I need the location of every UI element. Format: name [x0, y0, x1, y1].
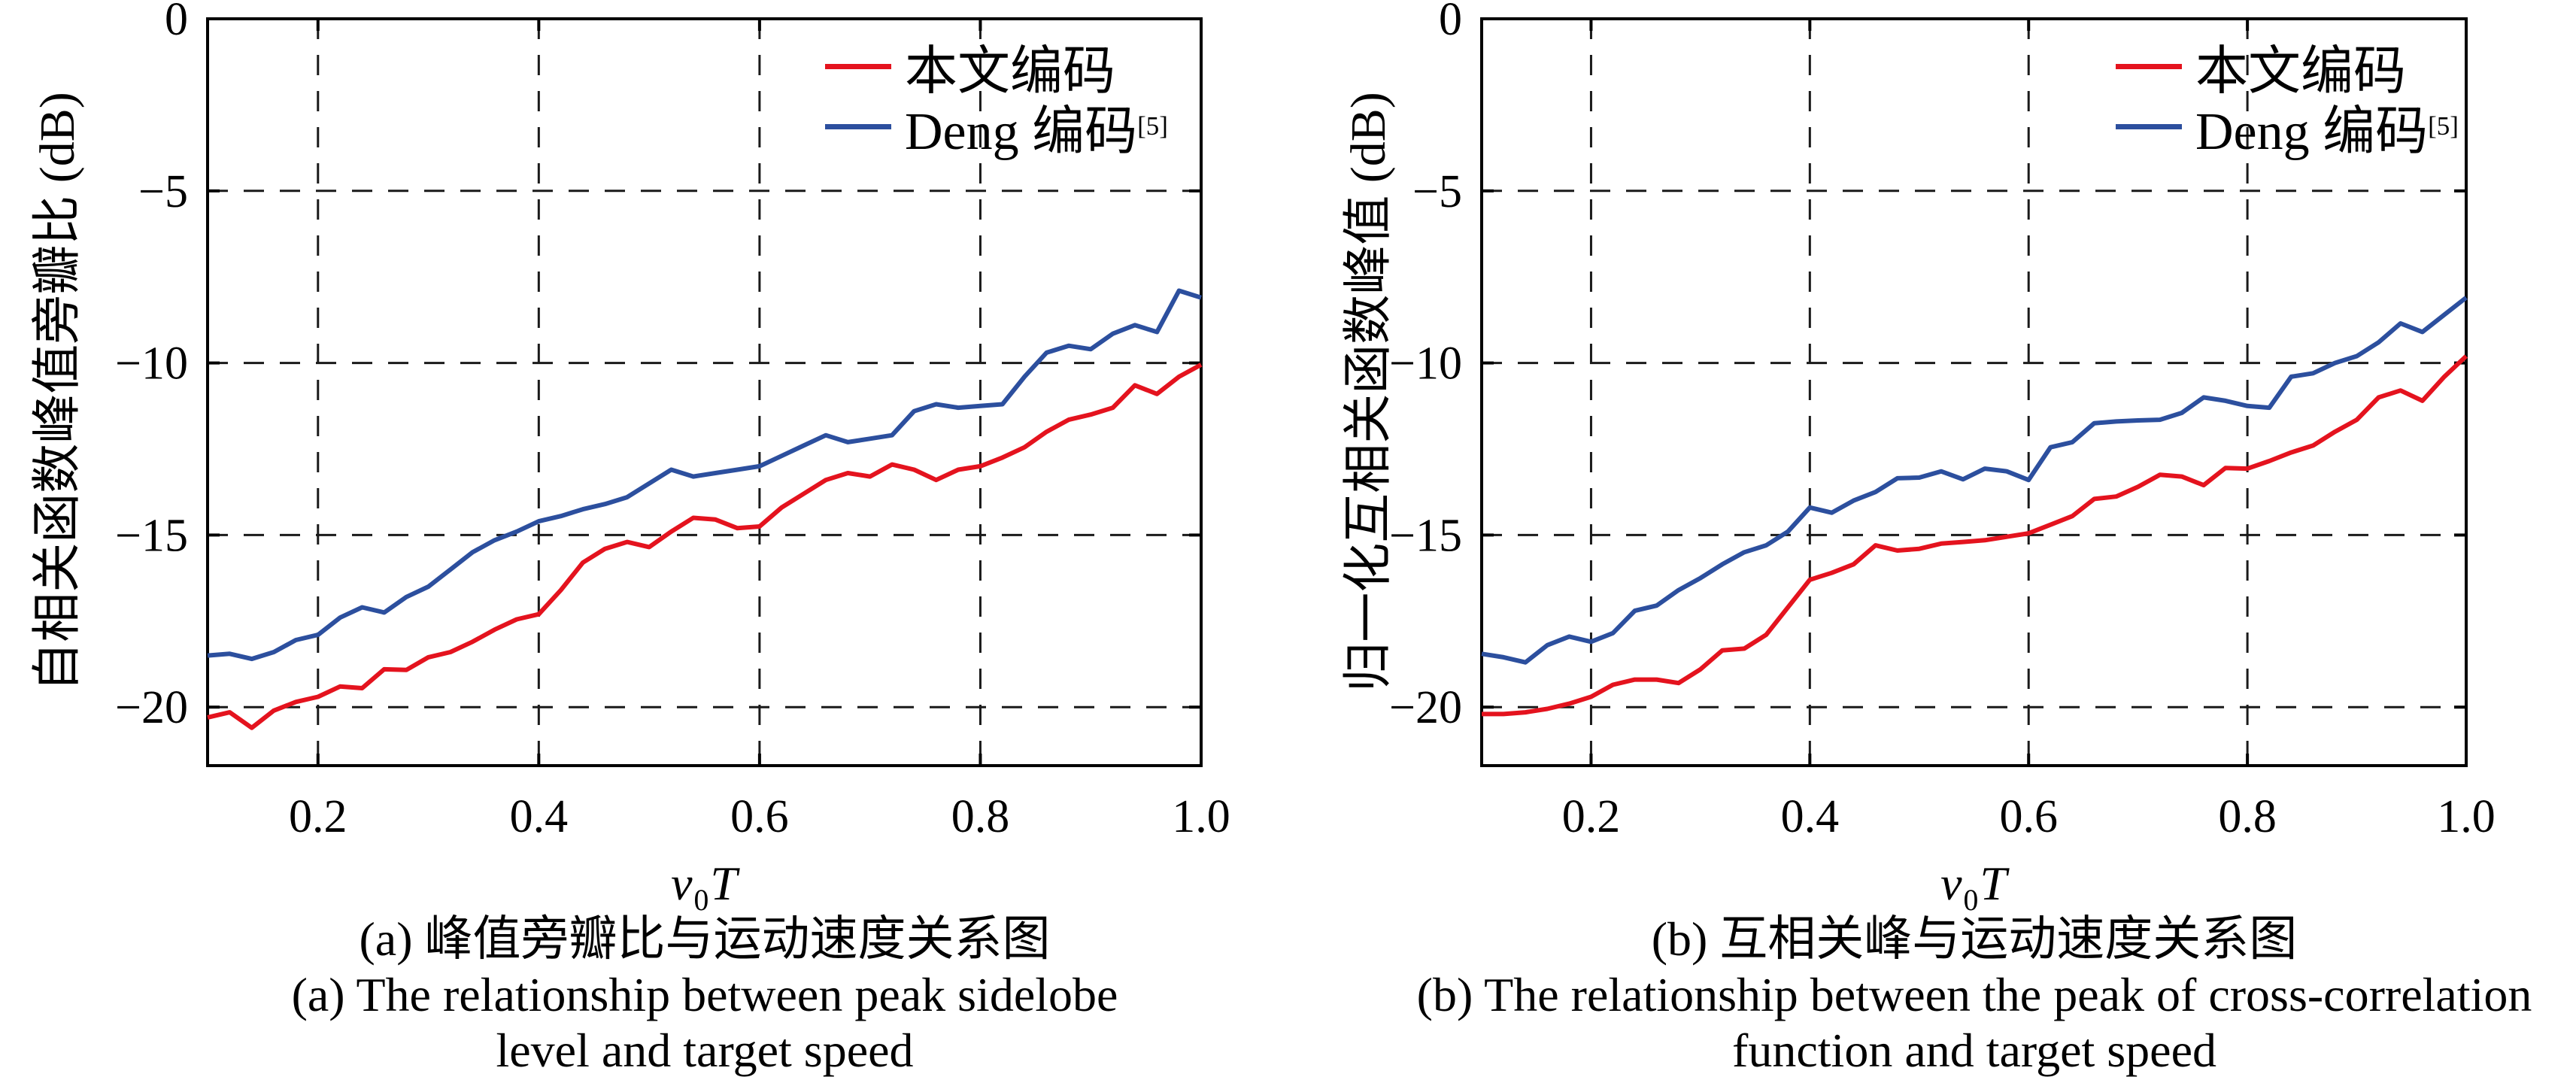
- series-line-series_blue: [1481, 296, 2468, 665]
- legend-line-blue: [2116, 123, 2182, 129]
- svg-text:0.4: 0.4: [510, 791, 569, 842]
- series-line-series_blue: [207, 288, 1202, 662]
- svg-text:−5: −5: [1412, 166, 1462, 217]
- legend-label: Deng 编码: [905, 102, 1138, 161]
- caption-a: (a) 峰值旁瓣比与运动速度关系图 (a) The relationship b…: [28, 912, 1382, 1078]
- svg-text:0.4: 0.4: [1781, 791, 1840, 842]
- svg-text:0.6: 0.6: [1999, 791, 2058, 842]
- svg-text:−10: −10: [115, 338, 188, 390]
- x-axis-title-a: v0T: [671, 857, 739, 917]
- svg-text:0.6: 0.6: [730, 791, 789, 842]
- svg-text:0.2: 0.2: [289, 791, 347, 842]
- x-axis-title-b: v0T: [1940, 857, 2008, 917]
- svg-text:−15: −15: [115, 510, 188, 561]
- series-line-series_red: [1482, 354, 2468, 717]
- legend-label: 本文编码: [905, 42, 1115, 101]
- series-line-series_red: [207, 363, 1203, 730]
- svg-text:0.2: 0.2: [1562, 791, 1621, 842]
- svg-text:−15: −15: [1389, 510, 1462, 561]
- legend-line-blue: [825, 123, 891, 129]
- legend-label: Deng 编码: [2195, 102, 2429, 161]
- legend-item-proposed: 本文编码: [825, 36, 1168, 101]
- caption-b-en-line2: function and target speed: [1732, 1024, 2216, 1077]
- caption-b-zh: (b) 互相关峰与运动速度关系图: [1651, 912, 2298, 966]
- y-axis-title-b: 归一化互相关函数峰值 (dB): [1341, 92, 1396, 692]
- legend-line-red: [825, 63, 891, 69]
- svg-text:1.0: 1.0: [1172, 791, 1230, 842]
- caption-b: (b) 互相关峰与运动速度关系图 (b) The relationship be…: [1297, 912, 2576, 1078]
- legend-item-proposed: 本文编码: [2116, 36, 2459, 101]
- legend-item-deng: Deng 编码 [5]: [2116, 96, 2459, 161]
- legend-item-deng: Deng 编码 [5]: [825, 96, 1168, 161]
- caption-b-en-line1: (b) The relationship between the peak of…: [1416, 968, 2532, 1021]
- svg-text:−5: −5: [138, 166, 188, 217]
- legend-line-red: [2116, 63, 2182, 69]
- y-axis-title-a: 自相关函数峰值旁瓣比 (dB): [30, 92, 85, 692]
- legend-label: 本文编码: [2195, 42, 2406, 101]
- svg-text:0: 0: [165, 0, 188, 45]
- caption-a-en-line1: (a) The relationship between peak sidelo…: [291, 968, 1118, 1021]
- svg-text:−20: −20: [1389, 682, 1462, 733]
- svg-text:1.0: 1.0: [2437, 791, 2496, 842]
- chart-panel-b: 0.2 0.4 0.6 0.8 1.0 0 −5 −10 −15 −20 归一化互相关函数峰值 (…: [1288, 0, 2576, 1080]
- svg-text:−10: −10: [1389, 338, 1462, 390]
- svg-text:−20: −20: [115, 682, 188, 733]
- legend-b: 本文编码 Deng 编码 [5]: [2116, 36, 2459, 161]
- caption-a-zh: (a) 峰值旁瓣比与运动速度关系图: [359, 912, 1051, 966]
- plot-area-a: 0.2 0.4 0.6 0.8 1.0 0 −5 −10 −15 −20: [115, 0, 1230, 842]
- svg-text:0.8: 0.8: [951, 791, 1010, 842]
- svg-text:0: 0: [1439, 0, 1462, 45]
- chart-panel-a: 0.2 0.4 0.6 0.8 1.0 0 −5 −10 −15 −20 自相关函数峰值旁瓣比 (…: [30, 0, 1230, 1077]
- svg-text:0.8: 0.8: [2218, 791, 2277, 842]
- caption-a-en-line2: level and target speed: [496, 1024, 914, 1077]
- plot-area-b: 0.2 0.4 0.6 0.8 1.0 0 −5 −10 −15 −20: [1389, 0, 2496, 842]
- legend-a: 本文编码 Deng 编码 [5]: [825, 36, 1168, 161]
